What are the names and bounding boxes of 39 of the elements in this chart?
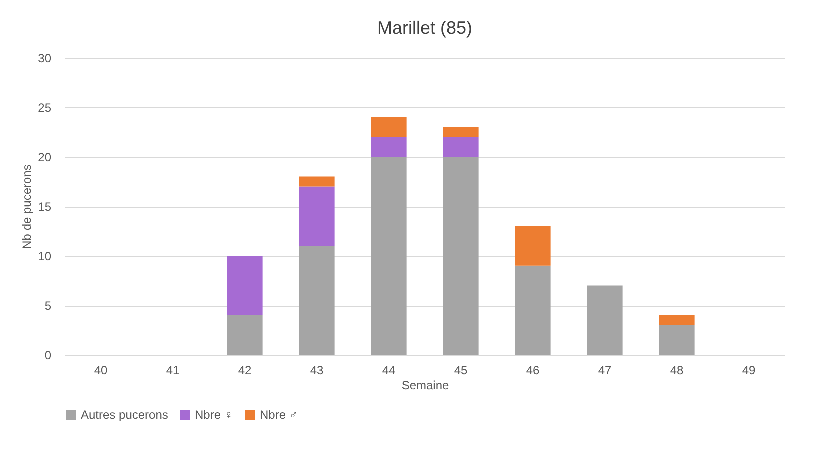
bar xyxy=(659,325,695,355)
x-tick-label: 43 xyxy=(310,364,324,378)
bar xyxy=(371,157,407,355)
x-tick-label: 42 xyxy=(238,364,252,378)
x-tick-label: 46 xyxy=(526,364,540,378)
y-tick-label: 5 xyxy=(44,299,52,313)
x-tick-label: 45 xyxy=(454,364,468,378)
legend-label: Nbre ♂ xyxy=(260,408,298,422)
y-tick-label: 25 xyxy=(38,101,52,115)
x-tick-label: 40 xyxy=(94,364,108,378)
bar xyxy=(299,176,335,187)
x-axis-title: Semaine xyxy=(402,378,450,392)
x-tick-label: 49 xyxy=(742,364,756,378)
bar xyxy=(371,137,407,157)
bar xyxy=(587,286,623,355)
bar xyxy=(371,117,407,138)
bar xyxy=(443,157,479,355)
bar xyxy=(515,226,551,266)
y-tick-label: 20 xyxy=(38,150,52,164)
y-tick-label: 10 xyxy=(38,250,52,264)
y-tick-label: 0 xyxy=(44,348,52,362)
y-tick-label: 30 xyxy=(38,52,52,66)
y-tick-label: 15 xyxy=(38,200,52,214)
bar xyxy=(299,246,335,355)
legend-label: Autres pucerons xyxy=(81,408,168,422)
bar xyxy=(659,315,695,326)
x-tick-label: 47 xyxy=(598,364,612,378)
x-tick-label: 41 xyxy=(166,364,180,378)
x-tick-label: 48 xyxy=(670,364,684,378)
bar xyxy=(443,137,479,157)
bar xyxy=(515,266,551,355)
chart-title: Marillet (85) xyxy=(377,18,473,38)
bar xyxy=(227,256,263,316)
bar xyxy=(299,186,335,246)
x-tick-label: 44 xyxy=(382,364,396,378)
y-axis-title: Nb de pucerons xyxy=(20,164,34,250)
bar xyxy=(443,127,479,138)
bar xyxy=(227,315,263,355)
legend-label: Nbre ♀ xyxy=(195,408,234,422)
